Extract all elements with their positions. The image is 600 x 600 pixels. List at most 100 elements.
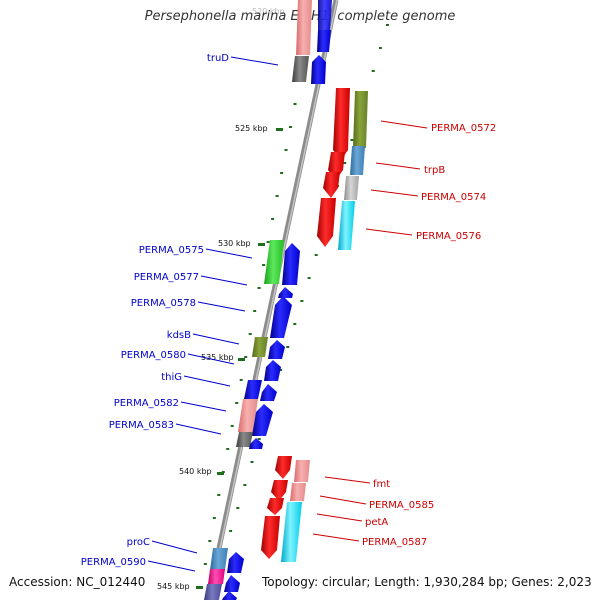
gene-label-proc[interactable]: proC <box>127 537 150 548</box>
scale-label-520: 520 kbp <box>252 7 285 16</box>
feature-fmt-gene <box>294 460 310 482</box>
feature-perma-0582-gene <box>238 399 258 432</box>
gene-label-perma-0577[interactable]: PERMA_0577 <box>134 272 199 283</box>
scale-dash <box>208 540 212 542</box>
cds-bottom-blue[interactable] <box>222 591 237 600</box>
cds-perma-0572[interactable] <box>333 88 350 160</box>
cds-top-blue-a[interactable] <box>317 30 331 52</box>
scale-dash <box>203 563 207 565</box>
cds-perma-0576[interactable] <box>317 198 336 247</box>
gene-label-trpb[interactable]: trpB <box>424 165 445 176</box>
reverse-leader-lines <box>147 56 279 572</box>
gene-label-perma-0575[interactable]: PERMA_0575 <box>139 245 204 256</box>
gene-label-perma-0582[interactable]: PERMA_0582 <box>114 398 179 409</box>
scale-dash <box>350 139 354 141</box>
feature-perma-0575-gene <box>264 240 284 284</box>
cds-perma-0574[interactable] <box>323 172 340 198</box>
scale-dash <box>293 323 297 325</box>
scale-dash <box>307 277 311 279</box>
scale-label-545: 545 kbp <box>157 582 190 591</box>
cds-top-forward-partial[interactable] <box>318 0 332 30</box>
forward-strand-features <box>261 0 368 562</box>
gene-label-thig[interactable]: thiG <box>161 372 182 383</box>
cds-thig[interactable] <box>260 384 277 401</box>
scale-label-530: 530 kbp <box>218 239 251 248</box>
scale-dash <box>212 517 216 519</box>
scale-dash <box>250 461 254 463</box>
reverse-strand-features <box>204 0 331 600</box>
scale-dash <box>266 241 270 243</box>
scale-dash <box>280 172 284 174</box>
scale-major-ticks <box>196 128 283 589</box>
gene-label-peta[interactable]: petA <box>365 517 388 528</box>
cds-perma-0575[interactable] <box>282 243 300 285</box>
cds-peta[interactable] <box>267 498 284 515</box>
accession-text: Accession: NC_012440 <box>9 575 146 589</box>
feature-perma-0574-gene <box>344 176 359 200</box>
feature-trpb-gene <box>350 146 365 175</box>
scale-dash <box>235 402 239 404</box>
feature-proc-gene <box>210 548 228 570</box>
gene-label-perma-0576[interactable]: PERMA_0576 <box>416 231 481 242</box>
genome-backbone-highlight <box>208 0 338 600</box>
scale-dash <box>286 346 290 348</box>
feature-bottom-slate <box>204 584 222 600</box>
cds-perma-0580[interactable] <box>264 360 281 381</box>
cds-perma-0590[interactable] <box>224 575 240 592</box>
scale-dash <box>239 379 243 381</box>
gene-label-perma-0580[interactable]: PERMA_0580 <box>121 350 186 361</box>
scale-dash <box>289 126 292 128</box>
genome-backbone <box>205 0 339 600</box>
scale-dash <box>248 333 252 335</box>
feature-perma-0590-gene <box>208 569 225 584</box>
cds-perma-0582[interactable] <box>252 404 273 436</box>
scale-dash <box>226 448 230 450</box>
cds-kdsb[interactable] <box>268 340 285 359</box>
topology-text: Topology: circular; Length: 1,930,284 bp… <box>262 575 592 589</box>
cds-perma-0577[interactable] <box>278 287 293 298</box>
cds-perma-0583[interactable] <box>249 438 263 449</box>
cds-fmt[interactable] <box>275 456 292 479</box>
gene-label-perma-0585[interactable]: PERMA_0585 <box>369 500 434 511</box>
scale-dash <box>279 369 283 371</box>
scale-dash <box>217 494 221 496</box>
scale-dash <box>275 195 279 197</box>
gene-label-fmt[interactable]: fmt <box>373 479 390 490</box>
scale-dash <box>314 254 318 256</box>
gene-label-perma-0572[interactable]: PERMA_0572 <box>431 123 496 134</box>
feature-perma-0587-gene <box>281 502 302 562</box>
scale-dash <box>257 438 261 440</box>
scale-dash <box>229 530 233 532</box>
scale-dash <box>230 425 234 427</box>
scale-dash <box>300 300 304 302</box>
cds-trud[interactable] <box>311 55 326 84</box>
scale-label-535: 535 kbp <box>201 353 234 362</box>
scale-dash <box>243 484 247 486</box>
scale-dash <box>236 507 240 509</box>
scale-dash <box>253 310 257 312</box>
reverse-gene-labels: truD PERMA_0575 PERMA_0577 PERMA_0578 kd… <box>81 53 230 568</box>
gene-label-perma-0583[interactable]: PERMA_0583 <box>109 420 174 431</box>
gene-label-trud[interactable]: truD <box>207 53 229 64</box>
scale-labels: 520 kbp 525 kbp 530 kbp 535 kbp 540 kbp … <box>157 7 285 591</box>
scale-dash <box>284 149 288 151</box>
feature-top-pink <box>296 0 312 55</box>
cds-perma-0587[interactable] <box>261 516 280 559</box>
gene-label-perma-0590[interactable]: PERMA_0590 <box>81 557 146 568</box>
feature-perma-0572-gene <box>353 91 368 148</box>
cds-perma-0578[interactable] <box>270 296 292 338</box>
feature-kdsb-gene <box>252 337 268 357</box>
gene-label-perma-0587[interactable]: PERMA_0587 <box>362 537 427 548</box>
scale-dash <box>343 162 347 164</box>
scale-dash <box>378 47 382 49</box>
feature-perma-0583-gene <box>236 432 253 447</box>
gene-label-perma-0574[interactable]: PERMA_0574 <box>421 192 486 203</box>
cds-proc[interactable] <box>227 552 244 573</box>
forward-gene-labels: PERMA_0572 trpB PERMA_0574 PERMA_0576 fm… <box>362 123 496 548</box>
cds-perma-0585[interactable] <box>271 480 288 501</box>
gene-label-kdsb[interactable]: kdsB <box>167 330 191 341</box>
scale-dash <box>293 103 297 105</box>
gene-label-perma-0578[interactable]: PERMA_0578 <box>131 298 196 309</box>
feature-perma-0576-gene <box>338 201 355 250</box>
